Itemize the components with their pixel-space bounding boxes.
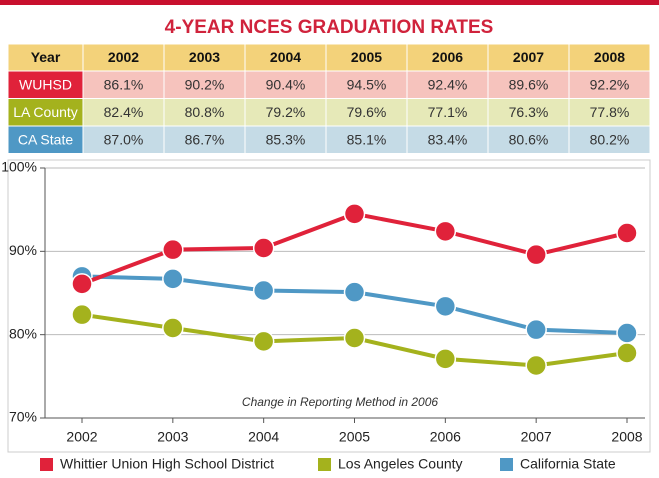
chart-frame [7,159,651,453]
x-tick-label: 2004 [248,429,279,445]
header-text: 2004 [270,49,301,65]
cell-text: 92.4% [428,76,468,92]
legend-swatch [318,458,331,471]
table: Year 2002 2003 2004 2005 2006 2007 2008 WUHSD 86.… [7,43,651,154]
cell [244,98,327,127]
point [525,318,547,341]
cell-text: 77.1% [428,104,468,120]
y-tick-label: 80% [9,325,37,341]
row-label: LA County [13,104,78,120]
point [71,303,93,326]
header-cell [568,43,651,72]
x-tick-label: 2008 [611,429,642,445]
cell-text: 92.2% [590,76,630,92]
header-text: 2007 [513,49,544,65]
x-tick-label: 2006 [430,429,461,445]
cell-text: 80.2% [590,131,630,147]
y-tick-label: 70% [9,409,37,425]
header-text: 2002 [108,49,139,65]
point [162,317,184,339]
cell [163,70,246,99]
cell-text: 87.0% [104,131,144,147]
header-cell [487,43,570,72]
point [616,342,638,364]
point [525,243,547,266]
cell [163,125,246,154]
header-cell [406,43,489,72]
point [616,222,638,244]
cell-text: 79.2% [266,104,306,120]
x-tick-label: 2005 [339,429,370,445]
cell-text: 80.8% [185,104,225,120]
point [343,203,366,225]
point [71,273,93,295]
point [343,327,366,349]
x-tick-label: 2002 [66,429,97,445]
y-tick-label: 90% [9,242,37,258]
plot: 70% 80% 90% 100% 2002 2003 2004 2005 2006 2007 200… [1,159,645,472]
cell-text: 85.1% [347,131,387,147]
header-text: 2006 [432,49,463,65]
cell-text: 80.6% [509,131,549,147]
legend-swatch [40,458,53,471]
row-label-cell [7,98,84,127]
cell-text: 90.2% [185,76,225,92]
point [434,348,457,370]
point [434,220,457,243]
cell-text: 83.4% [428,131,468,147]
point [252,237,275,259]
row-label: WUHSD [19,76,72,92]
x-tick-label: 2007 [521,429,552,445]
cell-text: 86.7% [185,131,225,147]
point [252,330,275,353]
cell [487,70,570,99]
cell-text: 89.6% [509,76,549,92]
point [525,354,547,377]
cell [244,70,327,99]
cell-text: 94.5% [347,76,387,92]
y-tick-label: 100% [1,159,37,175]
row-label-cell [7,70,84,99]
legend-label: Los Angeles County [338,456,463,472]
cell [406,70,489,99]
cell [568,98,651,127]
x-tick-label: 2003 [157,429,188,445]
cell-text: 76.3% [509,104,549,120]
header-text: 2005 [351,49,382,65]
point [343,281,366,303]
cell [487,98,570,127]
cell [406,98,489,127]
cell-text: 82.4% [104,104,144,120]
cell [82,125,165,154]
point [434,295,457,318]
point [162,268,184,290]
cell [568,70,651,99]
point [252,279,275,302]
top-bar [0,0,659,5]
cell-text: 90.4% [266,76,306,92]
cell-text: 86.1% [104,76,144,92]
cell-text: 77.8% [590,104,630,120]
cell [244,125,327,154]
cell [568,125,651,154]
point [162,238,184,261]
header-text: Year [31,49,61,65]
header-text: 2003 [189,49,220,65]
legend-label: Whittier Union High School District [60,456,274,472]
annotation: Change in Reporting Method in 2006 [242,395,438,409]
header-text: 2008 [594,49,625,65]
chart-title: 4-YEAR NCES GRADUATION RATES [165,17,494,38]
cell-text: 79.6% [347,104,387,120]
header-cell [244,43,327,72]
legend-swatch [500,458,513,471]
point [616,322,638,344]
cell [325,125,408,154]
row-label: CA State [18,131,73,147]
legend-label: California State [520,456,616,472]
cell [406,125,489,154]
cell [487,125,570,154]
cell-text: 85.3% [266,131,306,147]
